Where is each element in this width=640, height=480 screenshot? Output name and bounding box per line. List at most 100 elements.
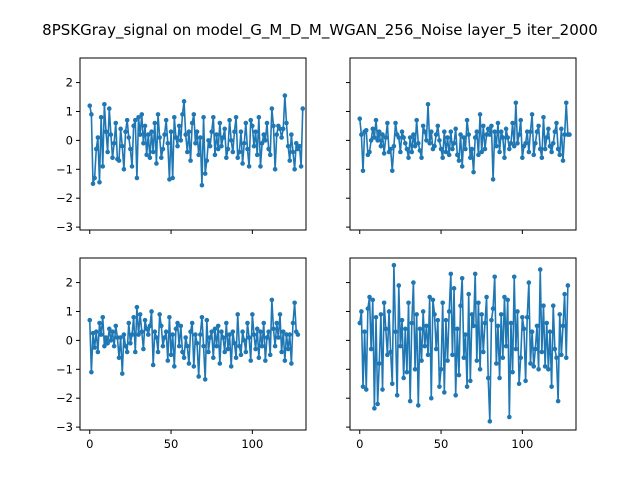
y-tick-label: 2 [66,76,73,90]
data-point [526,280,532,285]
data-point [363,387,369,392]
data-point [507,414,512,420]
data-point [128,340,133,346]
data-point [235,312,241,317]
subplot-top-left: −3 −2 −1 0 1 2 [56,57,307,234]
data-point [370,297,376,303]
data-point [386,309,392,314]
data-point [502,294,507,300]
data-point [536,123,541,129]
data-point [108,132,114,137]
data-point [521,326,527,332]
data-point [438,366,444,372]
data-point [284,332,289,337]
data-point [267,152,273,158]
data-point [165,358,171,363]
data-point [357,320,363,326]
data-point [209,329,214,335]
data-point [487,132,493,137]
data-point [534,323,540,329]
data-point [285,346,291,352]
data-point [450,146,455,152]
data-point [110,329,115,335]
data-point [178,138,184,143]
data-point [531,152,537,158]
data-point [550,303,556,309]
data-point [280,126,286,132]
data-point [526,149,532,155]
data-point [520,314,525,320]
y-tick-label: −3 [56,420,73,434]
data-point [287,158,293,163]
data-point [124,349,130,355]
data-point [542,146,548,152]
data-point [152,120,158,126]
data-point [498,312,504,317]
data-point [438,146,444,152]
data-point [145,332,151,337]
data-point [191,112,197,117]
data-point [279,349,284,355]
data-point [224,155,229,161]
data-point [279,135,284,140]
data-point [409,320,415,326]
data-point [557,152,563,158]
data-point [157,312,162,317]
data-point [458,303,463,309]
data-point [204,158,210,163]
data-point [427,140,432,146]
data-point [511,143,517,149]
x-tick-label: 100 [241,437,263,451]
data-point [481,123,486,129]
data-point [289,361,294,366]
data-point [391,143,397,149]
data-point [123,343,128,349]
data-point [126,320,132,326]
data-point [196,374,201,379]
data-point [284,120,289,126]
data-point [505,135,511,140]
data-point [258,164,263,169]
data-point [292,166,297,172]
data-point [437,384,442,389]
data-point [536,366,541,372]
data-point [186,361,192,366]
data-point [189,120,195,126]
data-point [217,120,223,126]
data-point [541,114,546,120]
data-point [224,320,229,326]
data-point [464,384,470,389]
data-point [508,320,514,326]
data-point [500,135,506,140]
data-point [513,100,519,106]
data-point [165,140,171,146]
data-point [175,143,180,149]
data-point [188,329,193,335]
data-point [172,364,177,369]
data-point [485,126,491,132]
data-point [113,120,119,126]
data-point [139,112,145,117]
data-point [537,146,543,152]
data-point [497,375,502,381]
data-point [194,129,200,135]
data-point [280,329,286,335]
data-point [258,329,263,335]
data-point [539,155,545,161]
data-point [207,143,213,149]
data-point [555,398,561,404]
data-point [563,355,569,361]
data-point [388,146,393,152]
data-point [207,335,213,340]
data-point [381,151,387,156]
x-tick-label: 0 [356,437,363,451]
data-point [396,283,402,288]
data-point [440,300,445,306]
data-point [254,326,260,332]
data-point [363,127,369,133]
data-point [443,149,449,155]
data-point [106,106,112,111]
data-point [448,129,454,135]
data-point [419,358,424,363]
